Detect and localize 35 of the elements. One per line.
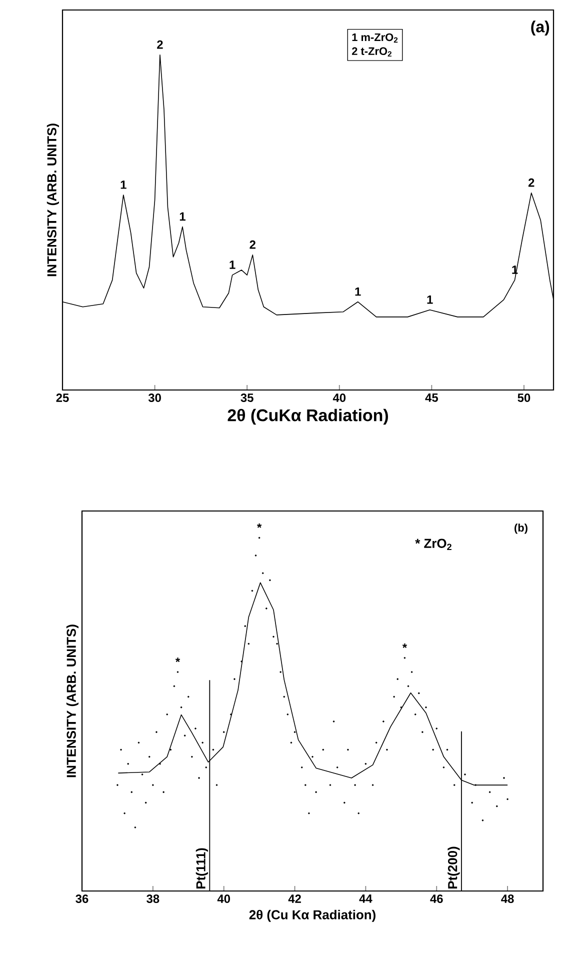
annotation: 2 [157, 40, 163, 49]
ref-line-label: Pt(200) [448, 846, 460, 888]
x-tick-label: 25 [56, 394, 69, 402]
x-tick-label: 40 [332, 394, 346, 402]
x-tick-label: 38 [146, 894, 160, 904]
annotation: 1 [120, 180, 126, 189]
annotation: * [257, 523, 262, 528]
annotation: 2 [250, 240, 256, 249]
text: 1 m-ZrO$_{2}$ [352, 33, 398, 43]
x-tick-label: 36 [76, 894, 88, 904]
x-tick-label: 50 [518, 394, 530, 402]
annotation: 1 [180, 212, 186, 221]
x-tick-label: 44 [359, 894, 372, 903]
x-axis-title: 2θ (CuKα Radiation) [228, 408, 388, 425]
annotation: * [402, 644, 408, 648]
y-axis-title: INTENSITY (ARB. UNITS) [46, 124, 59, 276]
annotation: 2 [528, 178, 534, 187]
x-tick-label: 48 [501, 894, 514, 903]
y-axis-title: INTENSITY (ARB. UNITS) [66, 624, 78, 778]
x-tick-label: 45 [425, 394, 438, 402]
text: (a) [531, 20, 550, 36]
x-tick-label: 40 [217, 894, 230, 903]
annotation: 1 [230, 260, 236, 269]
annotation: * ZrO$_{2}$ [415, 538, 452, 550]
annotation: 1 [355, 287, 361, 296]
ref-line-label: Pt(111) [196, 848, 208, 888]
x-tick-label: 35 [240, 394, 254, 402]
x-axis-title: 2θ (Cu Kα Radiation) [249, 910, 376, 922]
annotation: 2 t-ZrO$_{2}$ [352, 47, 392, 57]
x-tick-label: 42 [288, 894, 301, 903]
x-tick-label: 30 [148, 394, 161, 402]
annotation: * [175, 658, 180, 662]
annotation: 1 [427, 296, 433, 304]
x-tick-label: 46 [430, 894, 443, 903]
text: (b) [514, 524, 528, 534]
